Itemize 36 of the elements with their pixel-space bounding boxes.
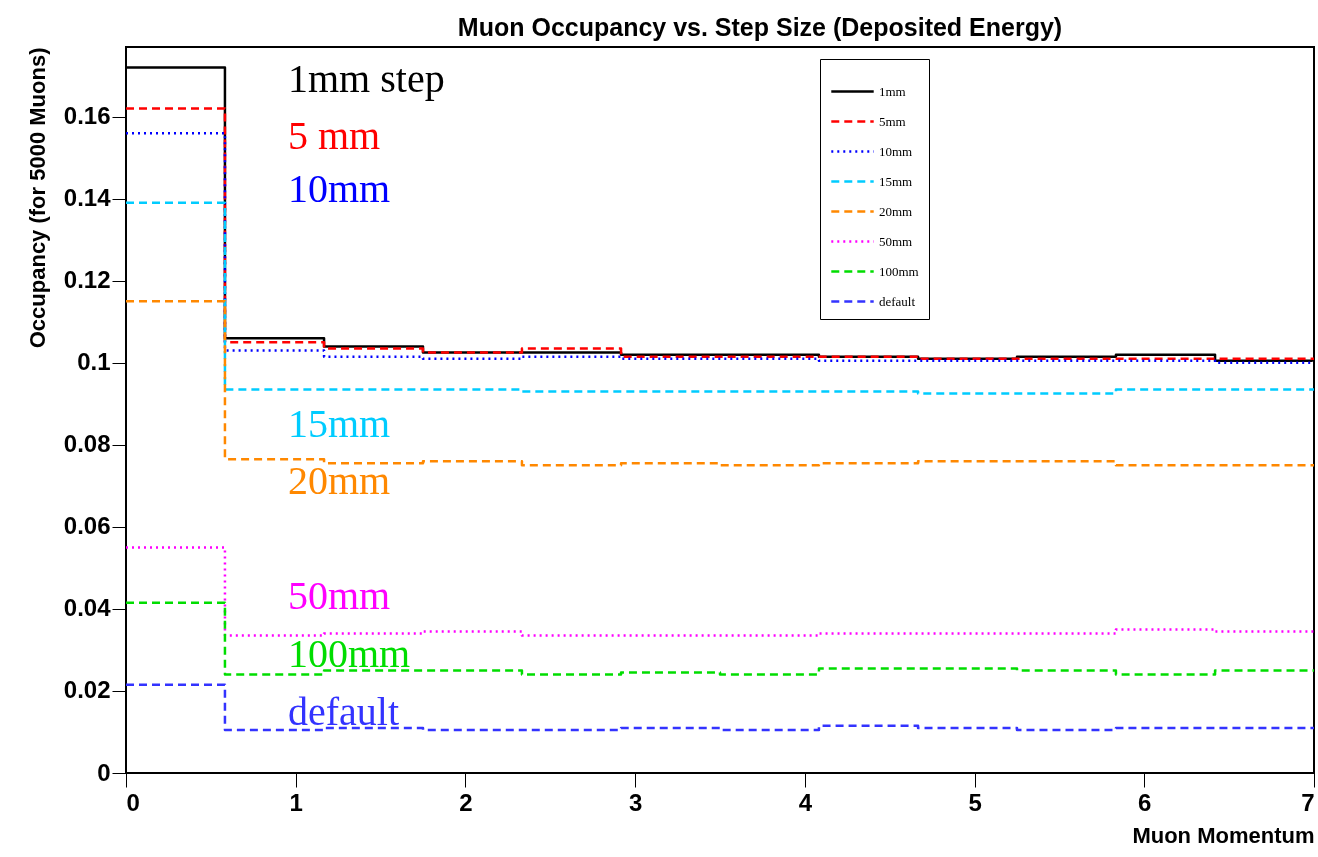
annotation: 15mm <box>288 401 391 446</box>
x-tick-label: 1 <box>289 788 303 816</box>
x-tick-label: 6 <box>1138 788 1152 816</box>
legend-label: 15mm <box>879 173 913 189</box>
y-tick-label: 0.06 <box>63 512 111 540</box>
annotation: 20mm <box>288 458 391 503</box>
y-tick-label: 0.04 <box>63 594 112 622</box>
x-tick-label: 3 <box>628 788 643 816</box>
y-tick-label: 0.08 <box>63 430 111 458</box>
legend-label: 50mm <box>879 233 913 249</box>
x-tick-label: 2 <box>459 788 473 816</box>
x-tick-label: 5 <box>968 788 982 816</box>
y-tick-label: 0 <box>97 758 111 786</box>
legend-label: 1mm <box>879 83 906 99</box>
y-tick-label: 0.12 <box>63 266 111 294</box>
y-axis-title: Occupancy (for 5000 Muons) <box>24 47 50 349</box>
y-tick-label: 0.16 <box>63 102 111 130</box>
annotation: 1mm step <box>288 56 445 101</box>
annotation: 5 mm <box>288 113 381 158</box>
y-tick-label: 0.1 <box>77 348 111 376</box>
annotation: default <box>288 689 400 734</box>
x-axis-title: Muon Momentum <box>1132 822 1315 848</box>
annotation: 10mm <box>288 166 391 211</box>
annotation: 50mm <box>288 573 391 618</box>
y-tick-label: 0.14 <box>63 184 112 212</box>
x-tick-label: 7 <box>1301 788 1315 816</box>
legend-label: 20mm <box>879 203 913 219</box>
chart-title: Muon Occupancy vs. Step Size (Deposited Energy) <box>457 13 1063 41</box>
legend-label: default <box>879 293 916 309</box>
y-tick-label: 0.02 <box>63 676 111 704</box>
annotation: 100mm <box>288 631 411 676</box>
x-tick-label: 4 <box>798 788 813 816</box>
legend-label: 100mm <box>879 263 919 279</box>
x-tick-label: 0 <box>126 788 140 816</box>
legend-label: 10mm <box>879 143 913 159</box>
legend-label: 5mm <box>879 113 906 129</box>
